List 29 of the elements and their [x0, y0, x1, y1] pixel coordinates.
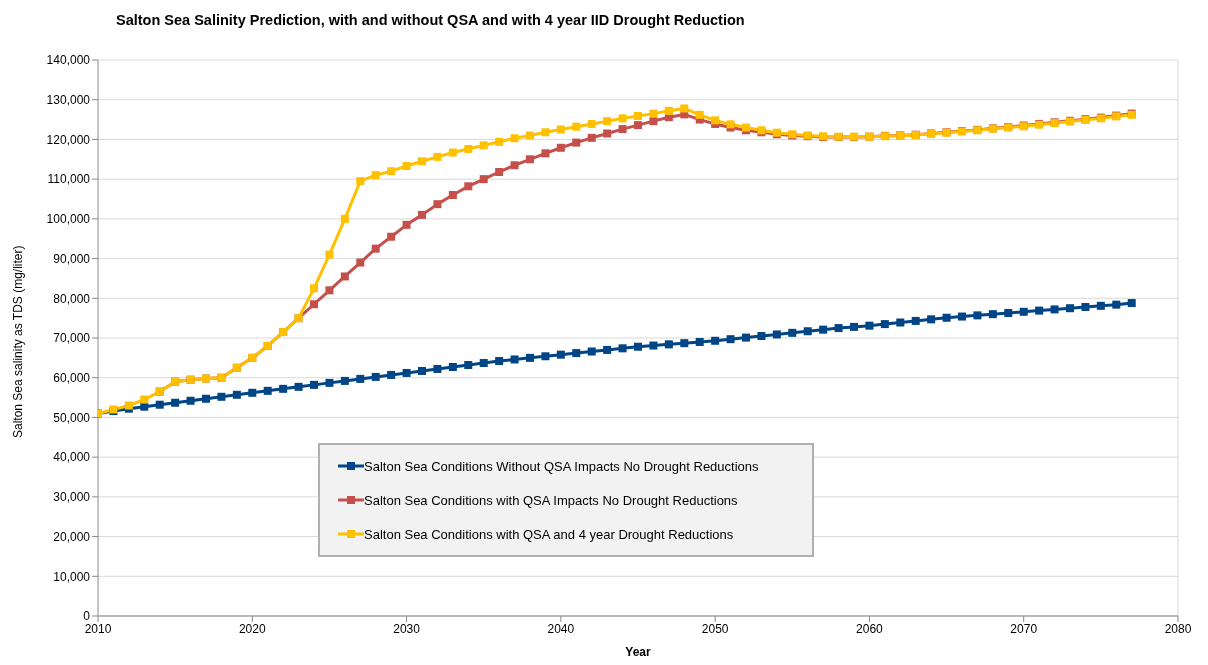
x-tick-label: 2010: [84, 621, 112, 636]
x-tick-label: 2050: [701, 621, 729, 636]
y-tick-label: 80,000: [53, 291, 91, 306]
y-tick-label: 50,000: [53, 410, 91, 425]
y-tick-label: 90,000: [53, 251, 91, 266]
y-tick-label: 40,000: [53, 450, 91, 465]
chart-title: Salton Sea Salinity Prediction, with and without QSA and with 4 year IID Drought Reduction: [116, 12, 745, 28]
x-tick-label: 2040: [547, 621, 575, 636]
x-tick-label: 2070: [1010, 621, 1038, 636]
y-tick-label: 140,000: [46, 53, 91, 68]
legend-label: Salton Sea Conditions with QSA Impacts No Drought Reductions: [364, 492, 738, 508]
x-tick-label: 2060: [856, 621, 884, 636]
y-tick-label: 100,000: [46, 212, 91, 227]
y-tick-label: 30,000: [53, 490, 91, 505]
y-tick-label: 60,000: [53, 370, 91, 385]
x-axis-title: Year: [625, 645, 652, 659]
legend-label: Salton Sea Conditions Without QSA Impacts No Drought Reductions: [364, 458, 759, 474]
y-tick-label: 110,000: [47, 172, 91, 187]
y-tick-label: 70,000: [53, 331, 91, 346]
y-tick-label: 0: [83, 609, 91, 624]
y-tick-label: 130,000: [46, 92, 91, 107]
y-axis-title: Salton Sea salinity as TDS (mg/liter): [11, 245, 26, 438]
x-tick-label: 2030: [393, 621, 421, 636]
y-tick-label: 20,000: [53, 529, 91, 544]
x-tick-label: 2020: [238, 621, 266, 636]
y-tick-label: 120,000: [46, 132, 91, 147]
legend-label: Salton Sea Conditions with QSA and 4 year Drought Reductions: [364, 526, 734, 542]
y-tick-label: 10,000: [53, 569, 91, 584]
x-tick-label: 2080: [1164, 621, 1192, 636]
